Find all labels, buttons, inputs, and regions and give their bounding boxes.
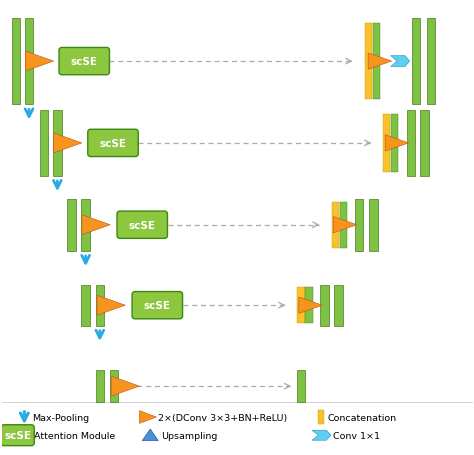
FancyBboxPatch shape	[305, 288, 313, 324]
FancyBboxPatch shape	[96, 370, 104, 402]
Text: Concatenation: Concatenation	[327, 413, 396, 422]
FancyBboxPatch shape	[132, 292, 182, 319]
Text: scSE: scSE	[71, 57, 98, 67]
FancyBboxPatch shape	[369, 199, 378, 251]
Polygon shape	[333, 217, 357, 233]
FancyBboxPatch shape	[373, 24, 381, 100]
FancyBboxPatch shape	[117, 212, 167, 239]
FancyBboxPatch shape	[332, 202, 339, 248]
Text: Upsampling: Upsampling	[161, 431, 217, 440]
FancyBboxPatch shape	[40, 111, 48, 177]
FancyBboxPatch shape	[318, 410, 324, 425]
FancyBboxPatch shape	[59, 48, 109, 76]
Polygon shape	[25, 52, 54, 72]
FancyBboxPatch shape	[411, 19, 420, 105]
FancyBboxPatch shape	[407, 111, 415, 177]
FancyBboxPatch shape	[1, 425, 34, 446]
FancyBboxPatch shape	[82, 285, 90, 326]
Polygon shape	[299, 298, 322, 313]
Text: Attention Module: Attention Module	[34, 431, 115, 440]
FancyBboxPatch shape	[365, 24, 373, 100]
FancyBboxPatch shape	[96, 285, 104, 326]
Text: Max-Pooling: Max-Pooling	[32, 413, 90, 422]
Polygon shape	[111, 376, 139, 396]
FancyBboxPatch shape	[88, 130, 138, 157]
Text: Conv 1×1: Conv 1×1	[333, 431, 380, 440]
FancyBboxPatch shape	[53, 111, 62, 177]
Text: scSE: scSE	[4, 430, 31, 440]
FancyBboxPatch shape	[427, 19, 435, 105]
Polygon shape	[82, 215, 110, 235]
FancyBboxPatch shape	[25, 19, 33, 105]
FancyBboxPatch shape	[297, 288, 305, 324]
Polygon shape	[142, 429, 158, 440]
FancyBboxPatch shape	[11, 19, 20, 105]
Polygon shape	[97, 296, 125, 315]
Polygon shape	[368, 54, 392, 70]
Polygon shape	[385, 136, 409, 152]
Text: scSE: scSE	[144, 301, 171, 310]
Polygon shape	[312, 430, 331, 440]
Polygon shape	[391, 56, 410, 67]
FancyBboxPatch shape	[391, 115, 398, 172]
FancyBboxPatch shape	[320, 285, 328, 326]
FancyBboxPatch shape	[340, 202, 347, 248]
FancyBboxPatch shape	[297, 370, 305, 402]
Polygon shape	[139, 411, 156, 424]
Text: scSE: scSE	[100, 139, 127, 149]
FancyBboxPatch shape	[334, 285, 343, 326]
FancyBboxPatch shape	[67, 199, 76, 251]
Text: scSE: scSE	[129, 220, 156, 230]
FancyBboxPatch shape	[82, 199, 90, 251]
FancyBboxPatch shape	[109, 370, 118, 402]
FancyBboxPatch shape	[420, 111, 428, 177]
Polygon shape	[54, 134, 82, 153]
FancyBboxPatch shape	[383, 115, 390, 172]
Text: 2×(DConv 3×3+BN+ReLU): 2×(DConv 3×3+BN+ReLU)	[158, 413, 288, 422]
FancyBboxPatch shape	[355, 199, 364, 251]
